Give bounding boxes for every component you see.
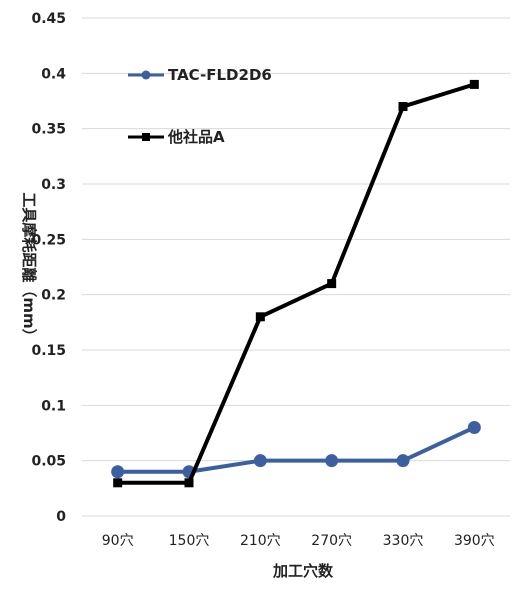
legend-marker xyxy=(142,133,150,141)
y-tick-label: 0.4 xyxy=(41,66,66,82)
y-tick-label: 0.35 xyxy=(31,122,66,138)
data-point xyxy=(325,454,339,468)
y-tick-label: 0.05 xyxy=(31,454,66,470)
series-2 xyxy=(113,79,479,488)
y-axis-title: 工具摩耗距離（mm） xyxy=(20,192,38,343)
y-tick-label: 0.45 xyxy=(31,11,66,27)
data-point xyxy=(253,454,267,468)
data-point xyxy=(469,79,479,89)
series-line xyxy=(117,425,476,474)
data-point xyxy=(398,102,408,112)
data-point xyxy=(184,478,194,488)
legend-item: TAC-FLD2D6 xyxy=(128,66,272,84)
x-tick-label: 90穴 xyxy=(102,533,134,549)
series-group xyxy=(111,79,481,488)
y-tick-label: 0 xyxy=(56,509,66,525)
data-point xyxy=(255,312,265,322)
legend-marker xyxy=(141,70,151,80)
legend-label: TAC-FLD2D6 xyxy=(168,66,272,84)
x-tick-label: 210穴 xyxy=(240,533,281,549)
legend: TAC-FLD2D6 他社品A xyxy=(128,66,272,146)
data-point xyxy=(396,454,410,468)
y-tick-label: 0.3 xyxy=(41,177,66,193)
x-tick-label: 390穴 xyxy=(454,533,495,549)
x-tick-label: 330穴 xyxy=(383,533,424,549)
data-point xyxy=(111,465,125,479)
x-axis-ticks: 90穴 150穴 210穴 270穴 330穴 390穴 xyxy=(102,533,495,549)
gridlines xyxy=(82,17,510,517)
y-tick-label: 0.1 xyxy=(41,398,66,414)
x-tick-label: 150穴 xyxy=(169,533,210,549)
data-point xyxy=(467,420,481,434)
series-1 xyxy=(111,420,481,479)
y-tick-label: 0.25 xyxy=(31,232,66,248)
x-axis-title: 加工穴数 xyxy=(272,562,334,580)
data-point xyxy=(327,279,337,289)
y-tick-label: 0.2 xyxy=(41,288,66,304)
y-tick-label: 0.15 xyxy=(31,343,66,359)
x-tick-label: 270穴 xyxy=(311,533,352,549)
legend-item: 他社品A xyxy=(128,128,225,146)
y-axis-ticks: 0 0.05 0.1 0.15 0.2 0.25 0.3 0.35 0.4 0.45 xyxy=(31,11,66,525)
data-point xyxy=(113,478,123,488)
legend-label: 他社品A xyxy=(167,128,225,146)
series-line xyxy=(117,82,475,485)
